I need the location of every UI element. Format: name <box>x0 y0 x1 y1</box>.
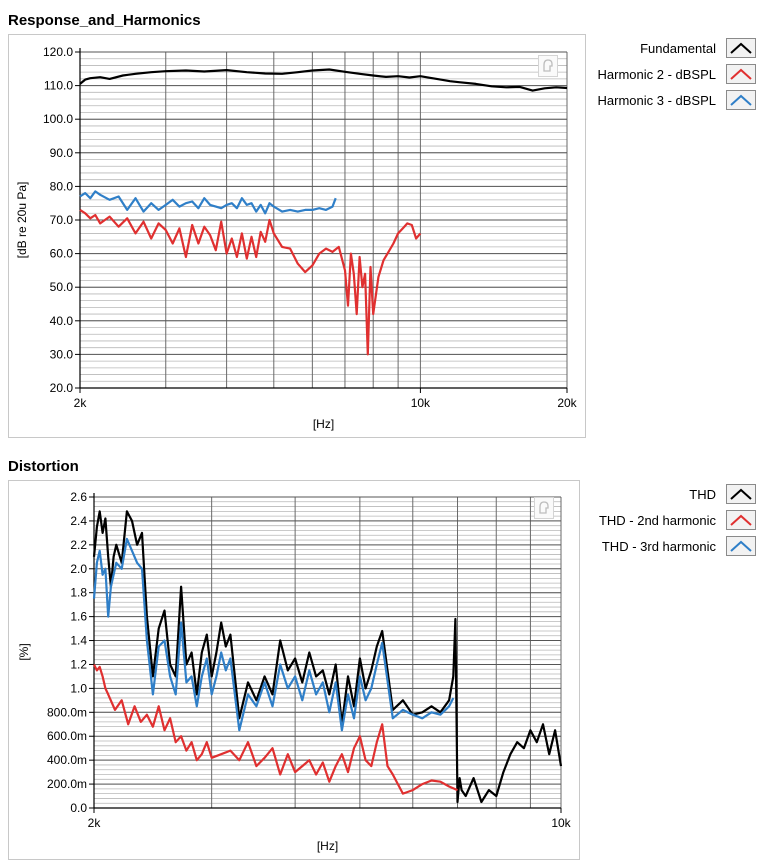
series-line-thd-3rd-harmonic <box>92 537 455 732</box>
legend-swatch <box>726 484 756 504</box>
x-tick-label: 20k <box>557 396 577 410</box>
y-axis-title: [dB re 20u Pa] <box>15 182 29 259</box>
y-tick-label: 30.0 <box>50 347 74 361</box>
y-tick-label: 70.0 <box>50 213 74 227</box>
legend-label: Fundamental <box>640 41 716 56</box>
legend-swatch <box>726 510 756 530</box>
y-tick-label: 1.8 <box>70 586 87 600</box>
y-tick-label: 200.0m <box>47 777 87 791</box>
y-tick-label: 120.0 <box>43 45 73 59</box>
plot-tools-icon[interactable] <box>538 55 558 77</box>
y-tick-label: 60.0 <box>50 247 74 261</box>
y-tick-label: 50.0 <box>50 280 74 294</box>
legend-distortion: THD THD - 2nd harmonic THD - 3rd harmoni… <box>578 484 760 564</box>
legend-swatch <box>726 90 756 110</box>
x-tick-label: 10k <box>411 396 431 410</box>
y-tick-label: 100.0 <box>43 112 73 126</box>
y-tick-label: 600.0m <box>47 729 87 743</box>
plot-frame-response <box>8 34 586 438</box>
x-axis-title: [Hz] <box>317 839 338 853</box>
y-tick-label: 90.0 <box>50 146 74 160</box>
y-tick-label: 1.6 <box>70 610 87 624</box>
y-tick-label: 2.0 <box>70 562 87 576</box>
x-tick-label: 10k <box>551 816 571 830</box>
chart-title-response: Response_and_Harmonics <box>8 12 201 29</box>
series-line-harmonic-3-dbspl <box>79 190 337 215</box>
y-tick-label: 1.4 <box>70 634 87 648</box>
grid <box>93 496 562 809</box>
y-tick-label: 2.4 <box>70 514 87 528</box>
legend-item-thd-3rd[interactable]: THD - 3rd harmonic <box>578 536 760 558</box>
y-tick-label: 80.0 <box>50 179 74 193</box>
plot-tools-icon[interactable] <box>534 497 554 519</box>
legend-label: THD - 3rd harmonic <box>601 539 716 554</box>
y-tick-label: 1.0 <box>70 681 87 695</box>
legend-label: THD - 2nd harmonic <box>598 513 716 528</box>
legend-item-harmonic-3[interactable]: Harmonic 3 - dBSPL <box>584 90 760 112</box>
y-tick-label: 2.2 <box>70 538 87 552</box>
legend-item-fundamental[interactable]: Fundamental <box>584 38 760 60</box>
legend-swatch <box>726 38 756 58</box>
x-axis-title: [Hz] <box>313 417 334 431</box>
legend-label: Harmonic 2 - dBSPL <box>597 67 717 82</box>
y-tick-label: 400.0m <box>47 753 87 767</box>
y-tick-label: 110.0 <box>44 79 73 93</box>
x-tick-label: 2k <box>88 816 102 830</box>
legend-item-harmonic-2[interactable]: Harmonic 2 - dBSPL <box>584 64 760 86</box>
grid <box>79 51 568 389</box>
y-tick-label: 40.0 <box>50 314 74 328</box>
x-tick-label: 2k <box>74 396 88 410</box>
y-tick-label: 2.6 <box>70 490 87 504</box>
series-line-thd-2nd-harmonic <box>93 664 458 795</box>
y-tick-label: 0.0 <box>70 801 87 815</box>
series-line-thd <box>92 510 563 804</box>
y-tick-label: 800.0m <box>47 705 87 719</box>
legend-response: Fundamental Harmonic 2 - dBSPL Harmonic … <box>584 38 760 118</box>
legend-swatch <box>726 536 756 556</box>
series-line-fundamental <box>79 68 568 92</box>
y-tick-label: 20.0 <box>50 381 74 395</box>
legend-label: THD <box>689 487 716 502</box>
chart-title-distortion: Distortion <box>8 458 79 475</box>
legend-item-thd[interactable]: THD <box>578 484 760 506</box>
legend-label: Harmonic 3 - dBSPL <box>597 93 717 108</box>
y-axis-title: [%] <box>17 643 31 660</box>
y-tick-label: 1.2 <box>70 657 87 671</box>
legend-swatch <box>726 64 756 84</box>
series-line-harmonic-2-dbspl <box>79 208 422 356</box>
legend-item-thd-2nd[interactable]: THD - 2nd harmonic <box>578 510 760 532</box>
